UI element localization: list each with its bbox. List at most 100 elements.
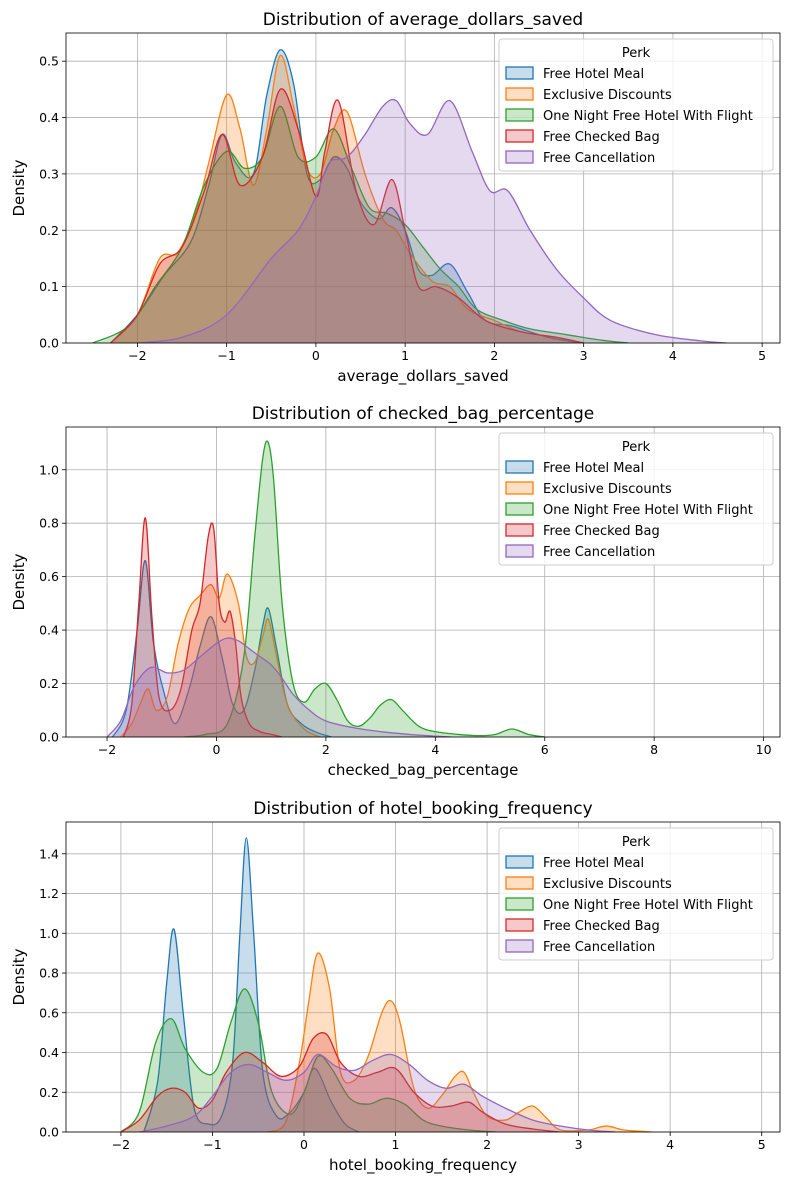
density-area-4 bbox=[120, 1032, 561, 1132]
y-tick-label: 0.5 bbox=[39, 54, 59, 69]
legend-swatch-3 bbox=[505, 502, 534, 516]
y-tick-label: 0.4 bbox=[39, 110, 59, 125]
density-area-5 bbox=[139, 1054, 616, 1132]
y-tick-label: 1.2 bbox=[39, 886, 59, 901]
y-tick-label: 0.1 bbox=[39, 279, 59, 294]
y-tick-label: 0.6 bbox=[39, 569, 59, 584]
y-tick-label: 0.2 bbox=[39, 223, 59, 238]
y-tick-label: 0.2 bbox=[39, 676, 59, 691]
y-tick-label: 0.3 bbox=[39, 166, 59, 181]
density-area-2 bbox=[110, 55, 584, 343]
legend-label-5: Free Cancellation bbox=[543, 545, 655, 560]
y-tick-label: 0.0 bbox=[39, 336, 59, 351]
y-tick-label: 1.0 bbox=[39, 462, 59, 477]
chart-panel-2: −2 0 2 4 6 8 10 0.0 0.2 0.4 0.6 0.8 1.0 Distribution … bbox=[10, 404, 781, 780]
y-tick-label: 0.4 bbox=[39, 623, 59, 638]
legend-title: Perk bbox=[622, 440, 651, 455]
density-area-3 bbox=[92, 106, 629, 343]
legend: Perk Free Hotel Meal Exclusive Discounts On… bbox=[498, 432, 774, 566]
legend-swatch-3 bbox=[505, 897, 534, 911]
y-axis-label: Density bbox=[10, 159, 28, 216]
y-tick-label: 0.0 bbox=[39, 1125, 59, 1140]
legend-swatch-2 bbox=[505, 876, 534, 890]
y-tick-label: 1.0 bbox=[39, 926, 59, 941]
density-area-2 bbox=[267, 952, 652, 1132]
legend-label-4: Free Checked Bag bbox=[543, 130, 660, 145]
legend-title: Perk bbox=[622, 46, 651, 61]
legend-swatch-4 bbox=[505, 523, 534, 537]
density-line-4 bbox=[122, 517, 283, 737]
x-tick-label: 2 bbox=[322, 742, 330, 757]
density-line-1 bbox=[111, 559, 332, 737]
chart-panel-1: −2 −1 0 1 2 3 4 5 0.0 0.1 0.2 0.3 0.4 0.5 Distribution… bbox=[10, 10, 781, 386]
x-axis-label: hotel_booking_frequency bbox=[329, 1156, 517, 1175]
plot-area bbox=[92, 49, 727, 343]
density-line-5 bbox=[139, 1053, 616, 1132]
x-tick-label: 5 bbox=[758, 348, 766, 363]
legend-swatch-5 bbox=[505, 939, 534, 953]
x-tick-label: 4 bbox=[666, 1137, 674, 1152]
x-tick-label: 4 bbox=[669, 348, 677, 363]
x-tick-label: 10 bbox=[756, 742, 772, 757]
legend-label-5: Free Cancellation bbox=[543, 151, 655, 166]
legend-swatch-5 bbox=[505, 150, 534, 164]
x-axis-label: average_dollars_saved bbox=[337, 367, 508, 386]
legend-label-2: Exclusive Discounts bbox=[543, 482, 672, 497]
chart-panel-3: −2 −1 0 1 2 3 4 5 0.0 0.2 0.4 0.6 0.8 1.0 1.2 1.4 Distri… bbox=[10, 799, 781, 1175]
y-tick-label: 0.8 bbox=[39, 516, 59, 531]
legend-frame bbox=[498, 432, 774, 566]
legend-label-3: One Night Free Hotel With Flight bbox=[543, 109, 753, 124]
x-tick-label: −2 bbox=[98, 742, 116, 757]
x-tick-label: 3 bbox=[575, 1137, 583, 1152]
legend-frame bbox=[498, 827, 774, 961]
chart-title: Distribution of checked_bag_percentage bbox=[252, 404, 595, 424]
y-tick-label: 0.8 bbox=[39, 966, 59, 981]
density-line-4 bbox=[110, 88, 584, 343]
density-line-3 bbox=[183, 440, 545, 737]
x-axis-label: checked_bag_percentage bbox=[328, 761, 519, 780]
density-line-4 bbox=[120, 1032, 561, 1132]
density-line-5 bbox=[106, 637, 452, 737]
legend-label-1: Free Hotel Meal bbox=[543, 856, 644, 871]
x-tick-label: −2 bbox=[112, 1137, 130, 1152]
axes-frame bbox=[65, 821, 781, 1133]
legend-label-2: Exclusive Discounts bbox=[543, 88, 672, 103]
plot-area bbox=[120, 837, 652, 1132]
density-area-2 bbox=[120, 573, 321, 737]
legend: Perk Free Hotel Meal Exclusive Discounts On… bbox=[498, 827, 774, 961]
y-tick-label: 0.0 bbox=[39, 730, 59, 745]
y-axis-label: Density bbox=[10, 948, 28, 1005]
density-line-5 bbox=[137, 98, 727, 343]
x-tick-label: 2 bbox=[483, 1137, 491, 1152]
legend-swatch-1 bbox=[505, 66, 534, 80]
legend-swatch-3 bbox=[505, 108, 534, 122]
legend-title: Perk bbox=[622, 835, 651, 850]
y-tick-label: 0.2 bbox=[39, 1085, 59, 1100]
x-tick-label: 0 bbox=[212, 742, 220, 757]
x-tick-label: 3 bbox=[580, 348, 588, 363]
axes-frame bbox=[65, 32, 781, 344]
x-tick-label: 8 bbox=[650, 742, 658, 757]
legend-label-1: Free Hotel Meal bbox=[543, 67, 644, 82]
density-area-3 bbox=[183, 441, 545, 737]
x-tick-label: 5 bbox=[758, 1137, 766, 1152]
y-axis-label: Density bbox=[10, 553, 28, 610]
legend-label-4: Free Checked Bag bbox=[543, 919, 660, 934]
x-tick-label: 4 bbox=[431, 742, 439, 757]
legend-label-3: One Night Free Hotel With Flight bbox=[543, 503, 753, 518]
plot-area bbox=[106, 440, 545, 737]
legend-label-4: Free Checked Bag bbox=[543, 524, 660, 539]
y-tick-label: 1.4 bbox=[39, 846, 59, 861]
legend-swatch-2 bbox=[505, 87, 534, 101]
legend-swatch-4 bbox=[505, 129, 534, 143]
axes-frame bbox=[65, 426, 781, 738]
legend-swatch-2 bbox=[505, 481, 534, 495]
x-tick-label: −1 bbox=[203, 1137, 221, 1152]
y-tick-label: 0.4 bbox=[39, 1045, 59, 1060]
legend-label-2: Exclusive Discounts bbox=[543, 877, 672, 892]
legend-swatch-1 bbox=[505, 460, 534, 474]
legend-swatch-1 bbox=[505, 855, 534, 869]
x-tick-label: 1 bbox=[401, 348, 409, 363]
density-area-1 bbox=[112, 560, 332, 737]
